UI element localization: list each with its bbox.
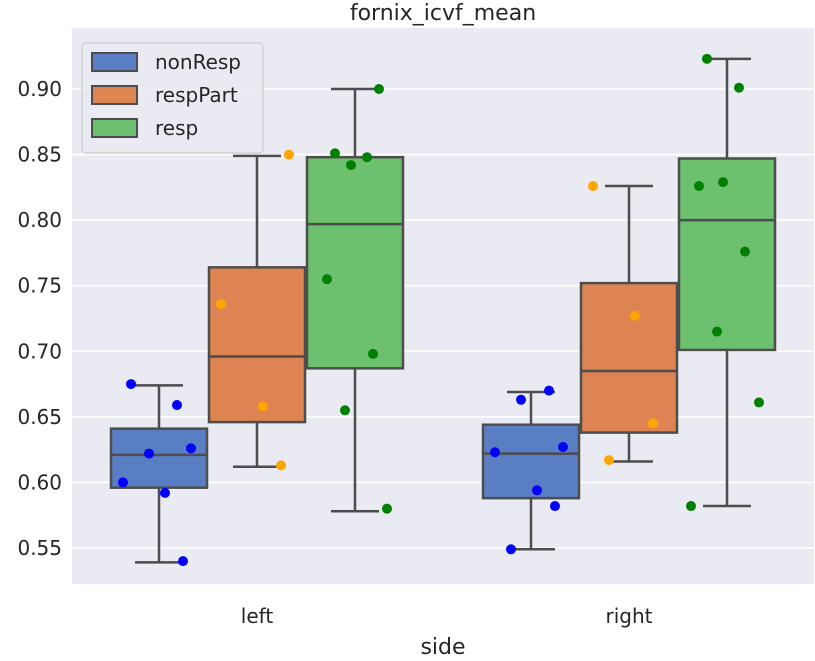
point-resp-left (362, 152, 372, 163)
point-nonResp-right (516, 394, 526, 405)
y-tick-label: 0.65 (17, 405, 62, 429)
point-respPart-right (648, 418, 658, 429)
point-resp-left (330, 148, 340, 159)
point-resp-left (322, 274, 332, 285)
legend-label-respPart: respPart (155, 83, 238, 107)
y-tick-label: 0.75 (17, 274, 62, 298)
box-iqr (481, 423, 581, 500)
point-respPart-left (284, 149, 294, 160)
point-resp-right (740, 246, 750, 257)
y-tick-label: 0.90 (17, 77, 62, 101)
point-nonResp-left (178, 556, 188, 567)
point-respPart-left (216, 299, 226, 310)
point-nonResp-right (550, 501, 560, 512)
x-axis-label: side (420, 635, 465, 660)
point-resp-left (374, 84, 384, 94)
point-resp-left (346, 160, 356, 171)
point-resp-right (754, 397, 764, 408)
y-tick-label: 0.80 (17, 208, 62, 232)
box-iqr (109, 427, 209, 489)
point-resp-right (694, 181, 704, 192)
box-resp-left (305, 87, 405, 513)
y-tick-label: 0.60 (17, 470, 62, 494)
point-respPart-right (588, 181, 598, 192)
legend-swatch-nonResp (91, 52, 138, 72)
x-tick-label-right: right (606, 604, 653, 628)
point-resp-left (340, 405, 350, 416)
legend-swatch-respPart (91, 85, 138, 105)
point-respPart-right (630, 310, 640, 321)
y-tick-label: 0.70 (17, 339, 62, 363)
point-resp-right (686, 501, 696, 512)
point-nonResp-left (126, 379, 136, 390)
x-tick-label-left: left (241, 604, 274, 628)
point-nonResp-left (172, 400, 182, 411)
point-resp-left (382, 503, 392, 514)
y-axis-ticks: 0.55 0.60 0.65 0.70 0.75 0.80 0.85 0.90 (17, 77, 62, 560)
point-nonResp-right (544, 385, 554, 396)
box-iqr (579, 281, 679, 434)
strip-points (118, 53, 764, 567)
box-nonResp-left (109, 384, 209, 564)
x-axis-ticks: left right (241, 604, 653, 628)
y-tick-label: 0.85 (17, 143, 62, 167)
legend: nonResp respPart resp (81, 42, 264, 154)
box-iqr (677, 157, 777, 352)
point-nonResp-right (558, 442, 568, 453)
point-respPart-right (604, 455, 614, 466)
point-respPart-left (276, 460, 286, 471)
box-respPart-left (207, 154, 307, 468)
point-resp-right (734, 82, 744, 93)
legend-swatch-resp (91, 118, 138, 138)
chart-title: fornix_icvf_mean (350, 1, 536, 26)
point-nonResp-left (144, 448, 154, 459)
point-resp-left (368, 348, 378, 359)
point-nonResp-left (160, 487, 170, 498)
point-resp-right (718, 177, 728, 188)
point-nonResp-left (118, 477, 128, 488)
point-nonResp-left (186, 443, 196, 454)
point-respPart-left (258, 401, 268, 412)
box-resp-right (677, 57, 777, 508)
box-respPart-right (579, 184, 679, 463)
point-resp-right (702, 53, 712, 64)
box-iqr (207, 266, 307, 424)
point-nonResp-right (506, 544, 516, 555)
y-tick-label: 0.55 (17, 536, 62, 560)
legend-label-nonResp: nonResp (155, 50, 241, 74)
point-nonResp-right (490, 447, 500, 458)
legend-label-resp: resp (155, 116, 198, 140)
point-resp-right (712, 326, 722, 337)
box-iqr (305, 155, 405, 370)
point-nonResp-right (532, 485, 542, 496)
boxes (109, 57, 777, 564)
